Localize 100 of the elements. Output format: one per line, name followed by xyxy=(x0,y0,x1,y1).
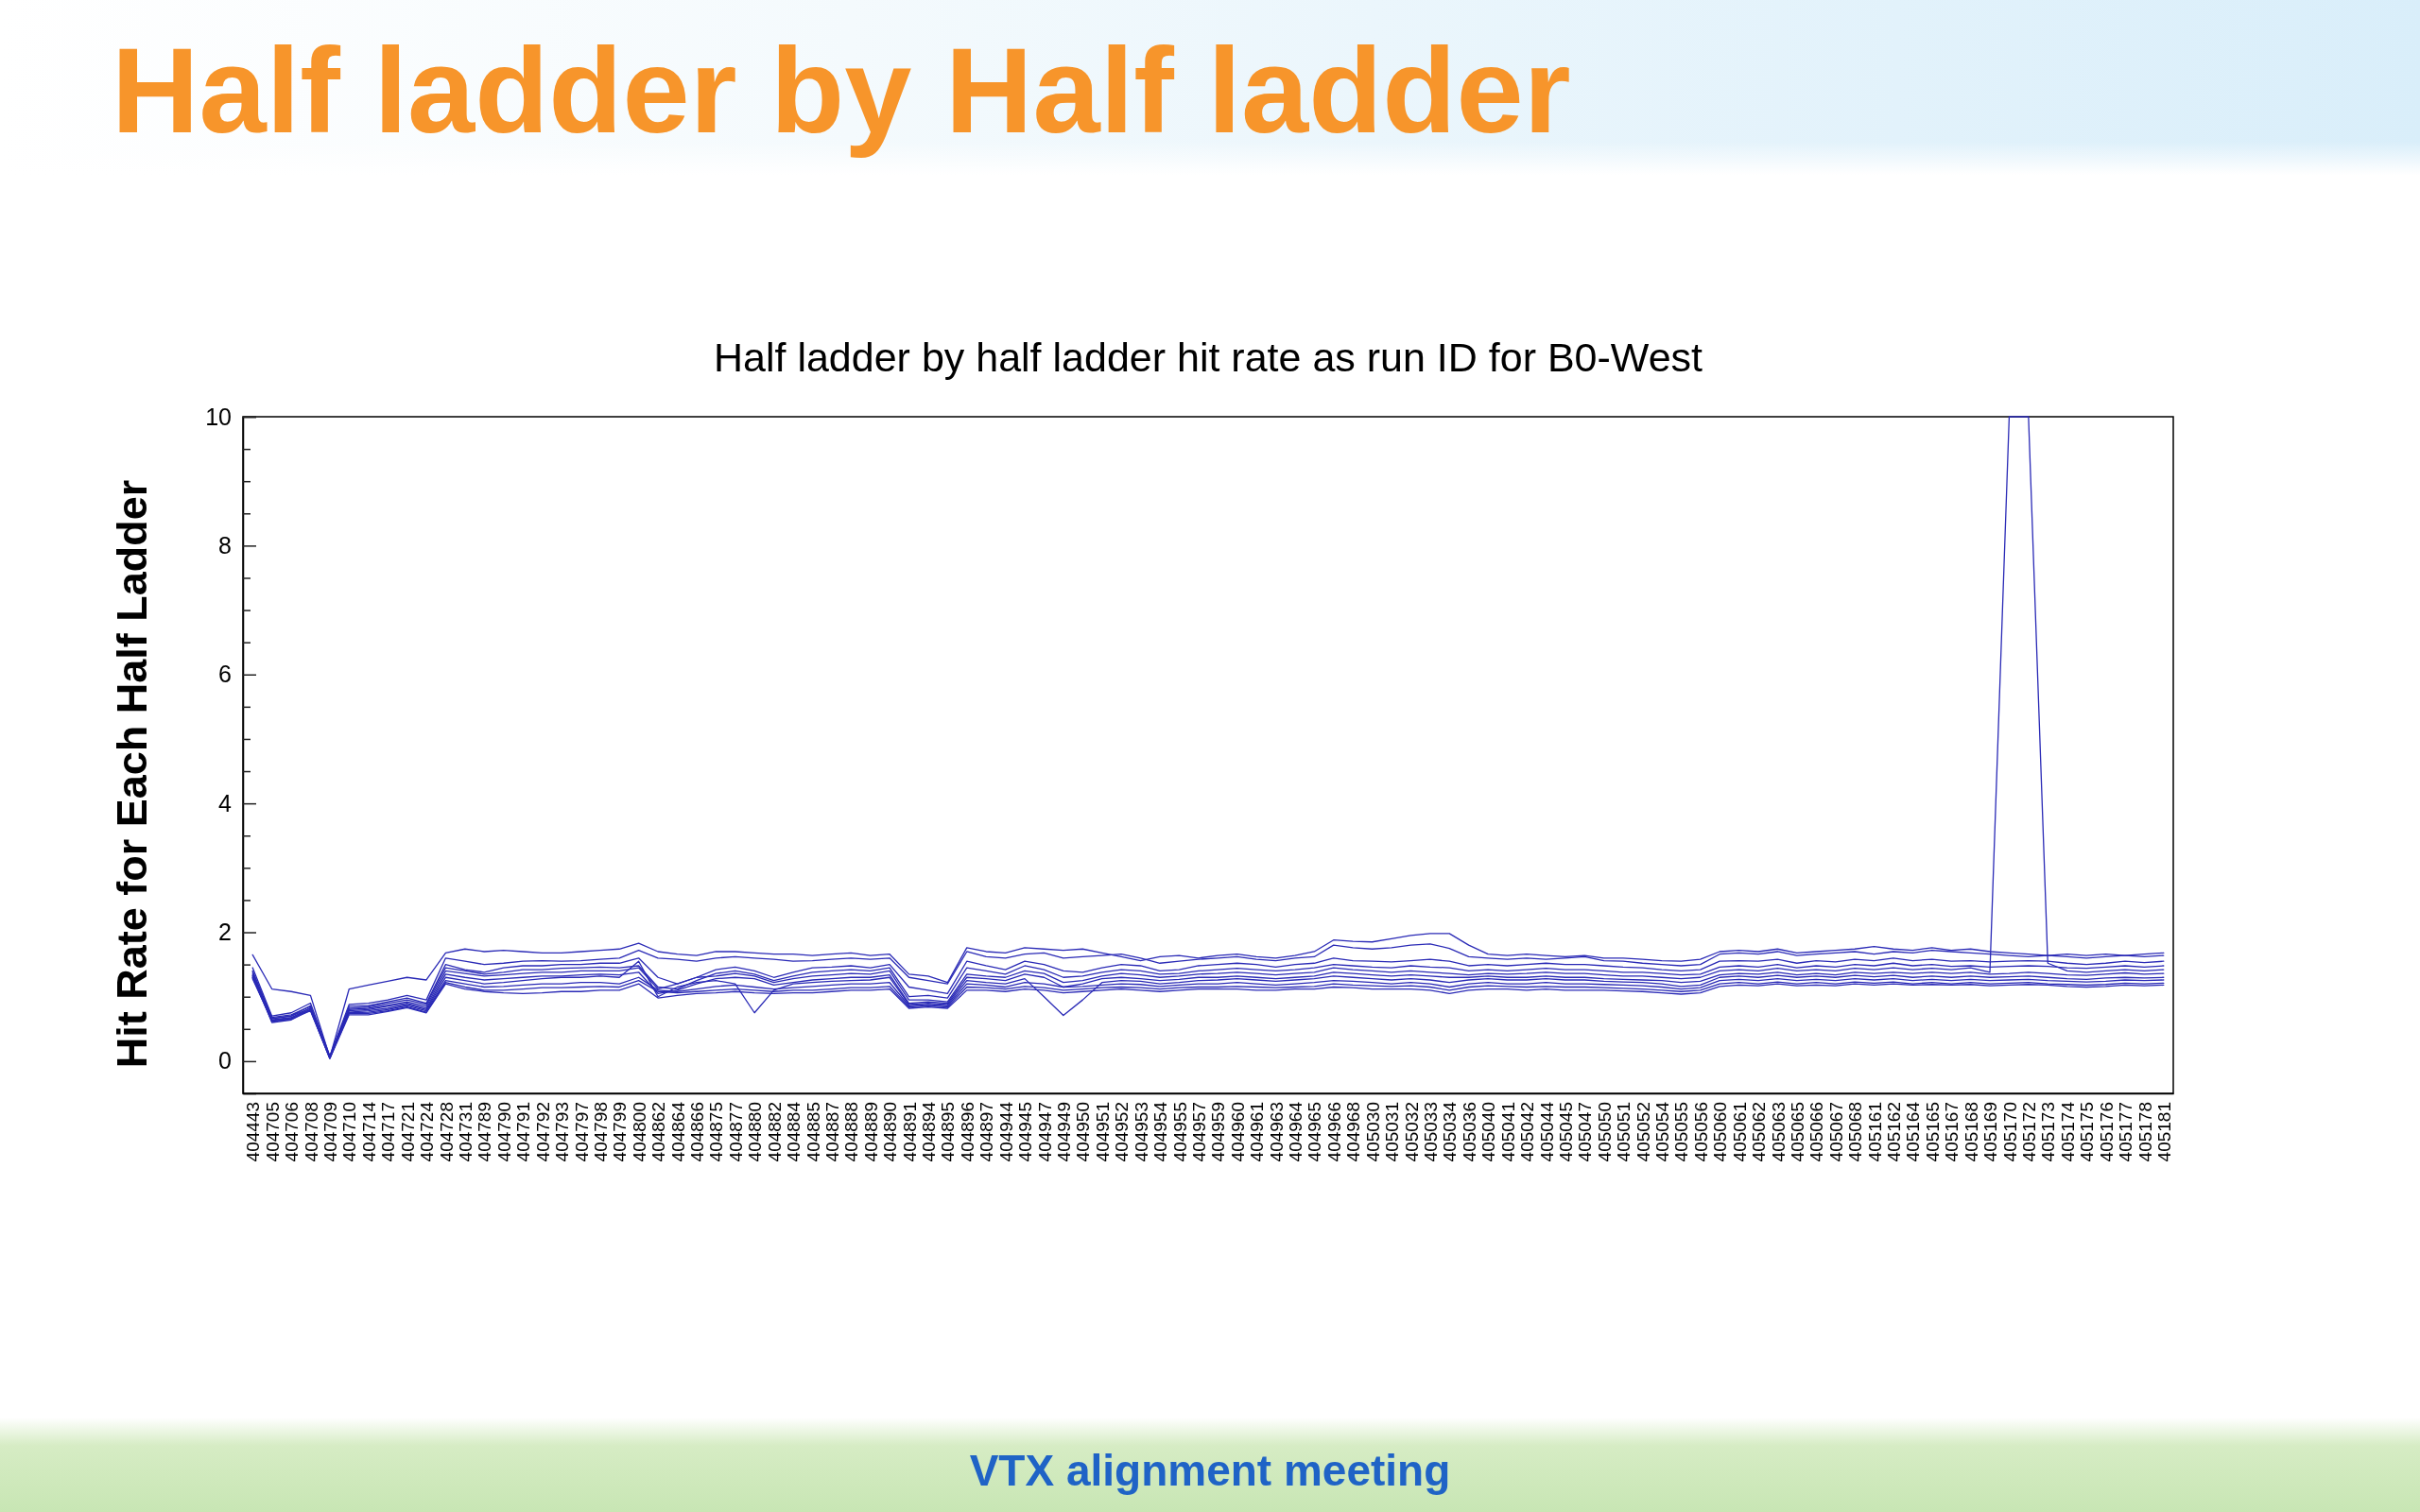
x-tick-label: 404888 xyxy=(841,1102,862,1162)
x-tick-label: 404959 xyxy=(1208,1102,1229,1162)
x-tick-label: 404965 xyxy=(1305,1102,1325,1162)
x-tick-label: 405161 xyxy=(1864,1102,1885,1162)
x-tick-label: 404896 xyxy=(957,1102,977,1162)
x-tick-label: 405034 xyxy=(1440,1101,1461,1162)
x-tick-label: 404897 xyxy=(977,1102,997,1162)
x-tick-label: 404885 xyxy=(803,1102,823,1162)
x-tick-label: 405042 xyxy=(1517,1102,1538,1162)
x-tick-label: 404862 xyxy=(648,1102,669,1162)
text: VTX alignment meeting xyxy=(969,1446,1451,1495)
chart-title: Half ladder by Half ladder xyxy=(112,23,1571,158)
x-tick-label: 404951 xyxy=(1092,1102,1113,1162)
x-tick-label: 405068 xyxy=(1845,1102,1866,1162)
x-tick-label: 405032 xyxy=(1401,1102,1422,1162)
x-tick-label: 404894 xyxy=(919,1101,940,1162)
x-tick-label: 405063 xyxy=(1768,1102,1789,1162)
x-tick-label: 405065 xyxy=(1787,1102,1807,1162)
x-tick-label: 405181 xyxy=(2153,1102,2174,1162)
x-tick-label: 405169 xyxy=(1980,1102,2001,1162)
x-tick-label: 404866 xyxy=(687,1102,708,1162)
x-tick-label: 405047 xyxy=(1575,1102,1596,1162)
x-tick-label: 404705 xyxy=(262,1102,283,1162)
y-tick-label: 10 xyxy=(205,403,232,430)
x-tick-label: 405045 xyxy=(1555,1102,1576,1162)
x-tick-label: 404864 xyxy=(667,1101,688,1162)
x-tick-label: 404960 xyxy=(1227,1102,1248,1162)
x-tick-label: 404798 xyxy=(590,1102,611,1162)
x-tick-label: 405177 xyxy=(2116,1102,2136,1162)
x-tick-label: 405031 xyxy=(1382,1102,1403,1162)
x-tick-label: 405060 xyxy=(1710,1102,1731,1162)
x-tick-label: 405056 xyxy=(1690,1102,1711,1162)
x-tick-label: 404710 xyxy=(339,1102,360,1162)
x-tick-label: 405170 xyxy=(1999,1102,2020,1162)
x-tick-label: 404797 xyxy=(571,1102,592,1162)
y-axis-title: Hit Rate for Each Half Ladder xyxy=(108,479,156,1069)
x-tick-label: 404895 xyxy=(938,1102,959,1162)
x-tick-label: 405167 xyxy=(1942,1102,1962,1162)
x-tick-label: 404955 xyxy=(1169,1102,1190,1162)
x-tick-label: 405178 xyxy=(2135,1102,2155,1162)
x-tick-label: 405172 xyxy=(2019,1102,2039,1162)
x-tick-label: 404792 xyxy=(532,1102,553,1162)
y-tick-label: 0 xyxy=(218,1047,232,1074)
x-tick-label: 404790 xyxy=(493,1102,514,1162)
x-tick-label: 404724 xyxy=(417,1101,438,1162)
x-tick-label: 404947 xyxy=(1034,1102,1055,1162)
x-tick-label: 404721 xyxy=(397,1102,418,1162)
x-tick-label: 405044 xyxy=(1536,1101,1557,1162)
x-tick-label: 405173 xyxy=(2038,1102,2059,1162)
x-tick-label: 405175 xyxy=(2077,1102,2098,1162)
x-tick-label: 404966 xyxy=(1323,1102,1344,1162)
x-tick-label: 404443 xyxy=(243,1102,264,1162)
x-tick-label: 405054 xyxy=(1652,1101,1673,1162)
x-tick-label: 405033 xyxy=(1420,1102,1441,1162)
x-tick-label: 404891 xyxy=(899,1102,920,1162)
x-tick-label: 405164 xyxy=(1903,1101,1924,1162)
x-tick-label: 404949 xyxy=(1054,1102,1074,1162)
chart-subtitle: Half ladder by half ladder hit rate as run ID for B0-West xyxy=(713,335,1703,380)
x-tick-label: 404887 xyxy=(821,1102,842,1162)
x-tick-label: 404791 xyxy=(513,1102,534,1162)
x-tick-label: 404877 xyxy=(725,1102,746,1162)
x-tick-label: 404950 xyxy=(1073,1102,1094,1162)
x-tick-label: 405061 xyxy=(1729,1102,1750,1162)
x-tick-label: 405067 xyxy=(1825,1102,1846,1162)
x-tick-label: 404880 xyxy=(745,1102,766,1162)
x-tick-label: 405030 xyxy=(1362,1102,1383,1162)
x-tick-label: 404952 xyxy=(1112,1102,1132,1162)
x-tick-label: 405066 xyxy=(1806,1102,1827,1162)
y-tick-label: 8 xyxy=(218,531,232,558)
x-tick-label: 405040 xyxy=(1478,1102,1499,1162)
x-tick-label: 404945 xyxy=(1015,1102,1036,1162)
x-tick-label: 404875 xyxy=(706,1102,727,1162)
x-tick-label: 404953 xyxy=(1131,1102,1151,1162)
x-tick-label: 405168 xyxy=(1961,1102,1981,1162)
x-tick-label: 404800 xyxy=(629,1102,649,1162)
x-tick-label: 404890 xyxy=(880,1102,901,1162)
x-tick-label: 404708 xyxy=(301,1102,321,1162)
x-tick-label: 405165 xyxy=(1922,1102,1943,1162)
x-tick-label: 404799 xyxy=(610,1102,631,1162)
x-tick-label: 404957 xyxy=(1188,1102,1209,1162)
x-tick-label: 404944 xyxy=(995,1101,1016,1162)
x-tick-label: 405162 xyxy=(1884,1102,1905,1162)
x-tick-label: 404728 xyxy=(436,1102,457,1162)
x-tick-label: 404793 xyxy=(552,1102,573,1162)
x-tick-label: 405062 xyxy=(1749,1102,1770,1162)
y-tick-label: 4 xyxy=(218,789,233,816)
x-tick-label: 404789 xyxy=(475,1102,495,1162)
y-tick-label: 6 xyxy=(218,661,232,688)
x-tick-label: 404731 xyxy=(455,1102,475,1162)
x-tick-label: 405041 xyxy=(1497,1102,1518,1162)
x-tick-label: 405050 xyxy=(1594,1102,1615,1162)
x-tick-label: 404968 xyxy=(1343,1102,1364,1162)
x-tick-label: 405052 xyxy=(1633,1102,1653,1162)
x-tick-label: 405036 xyxy=(1459,1102,1479,1162)
x-tick-label: 405176 xyxy=(2096,1102,2117,1162)
x-tick-label: 404884 xyxy=(784,1101,804,1162)
x-tick-label: 404709 xyxy=(320,1102,341,1162)
x-tick-label: 404961 xyxy=(1247,1102,1268,1162)
x-tick-label: 405055 xyxy=(1671,1102,1692,1162)
x-tick-label: 404717 xyxy=(378,1102,399,1162)
